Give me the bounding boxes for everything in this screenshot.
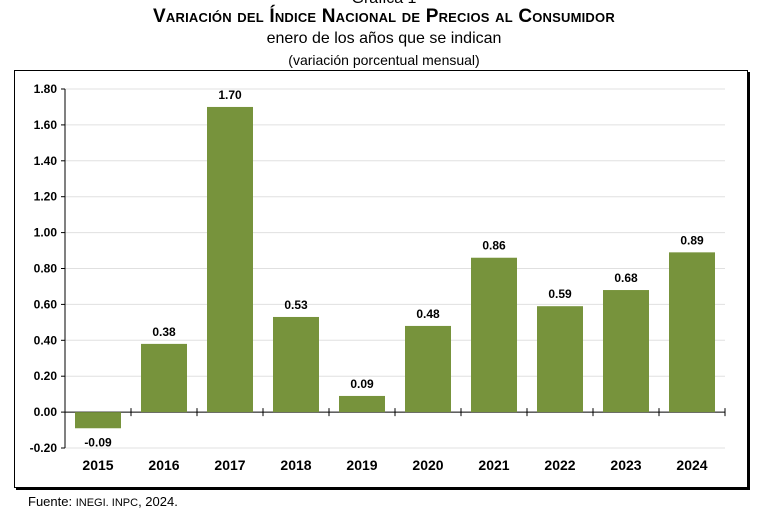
x-tick-label: 2015 (82, 457, 113, 473)
chart-frame (14, 70, 748, 488)
chart-subtitle: enero de los años que se indican (266, 30, 502, 47)
chart-unit: (variación porcentual mensual) (288, 52, 480, 68)
bar-2020 (405, 325, 451, 413)
x-tick-label: 2017 (214, 457, 245, 473)
x-tick-label: 2024 (676, 457, 707, 473)
bar-2024 (669, 252, 715, 413)
y-tick-label: -0.20 (30, 441, 58, 455)
source-label: Fuente: (28, 494, 73, 509)
bar-2021 (471, 257, 517, 413)
data-label: 0.68 (614, 271, 638, 285)
y-tick-label: 1.20 (34, 190, 58, 204)
y-tick-label: 0.80 (34, 262, 58, 276)
bar-2018 (273, 316, 319, 413)
bar-2017 (207, 106, 253, 413)
data-label: 0.38 (152, 325, 176, 339)
x-tick-label: 2018 (280, 457, 311, 473)
y-tick-label: 0.60 (34, 297, 58, 311)
bar-2022 (537, 306, 583, 413)
bar-2015 (75, 412, 121, 429)
x-tick-label: 2022 (544, 457, 575, 473)
data-label: 0.09 (350, 377, 374, 391)
x-tick-label: 2020 (412, 457, 443, 473)
data-label: 0.48 (416, 307, 440, 321)
y-tick-label: 1.40 (34, 154, 58, 168)
x-tick-label: 2023 (610, 457, 641, 473)
y-tick-label: 0.40 (34, 333, 58, 347)
data-label: 0.53 (284, 298, 308, 312)
x-tick-label: 2016 (148, 457, 179, 473)
y-tick-label: 1.00 (34, 226, 58, 240)
bar-2016 (141, 343, 187, 413)
data-label: 0.86 (482, 239, 506, 253)
y-tick-label: 1.60 (34, 118, 58, 132)
data-label: 0.89 (680, 233, 704, 247)
data-label: 1.70 (218, 88, 242, 102)
bar-2019 (339, 395, 385, 413)
x-tick-label: 2019 (346, 457, 377, 473)
data-label: 0.59 (548, 287, 572, 301)
chart-number: Gráfica 1 (0, 0, 768, 8)
y-tick-label: 1.80 (34, 82, 58, 96)
source-note: Fuente: INEGI. INPC, 2024. (28, 494, 178, 509)
bar-2023 (603, 290, 649, 413)
x-tick-label: 2021 (478, 457, 509, 473)
source-org: INEGI. INPC (75, 497, 139, 509)
data-label: -0.09 (84, 435, 112, 449)
chart-title: Variación del Índice Nacional de Precios… (153, 6, 615, 27)
y-tick-label: 0.20 (34, 369, 58, 383)
y-tick-label: 0.00 (34, 405, 58, 419)
source-year: , 2024. (138, 494, 178, 509)
